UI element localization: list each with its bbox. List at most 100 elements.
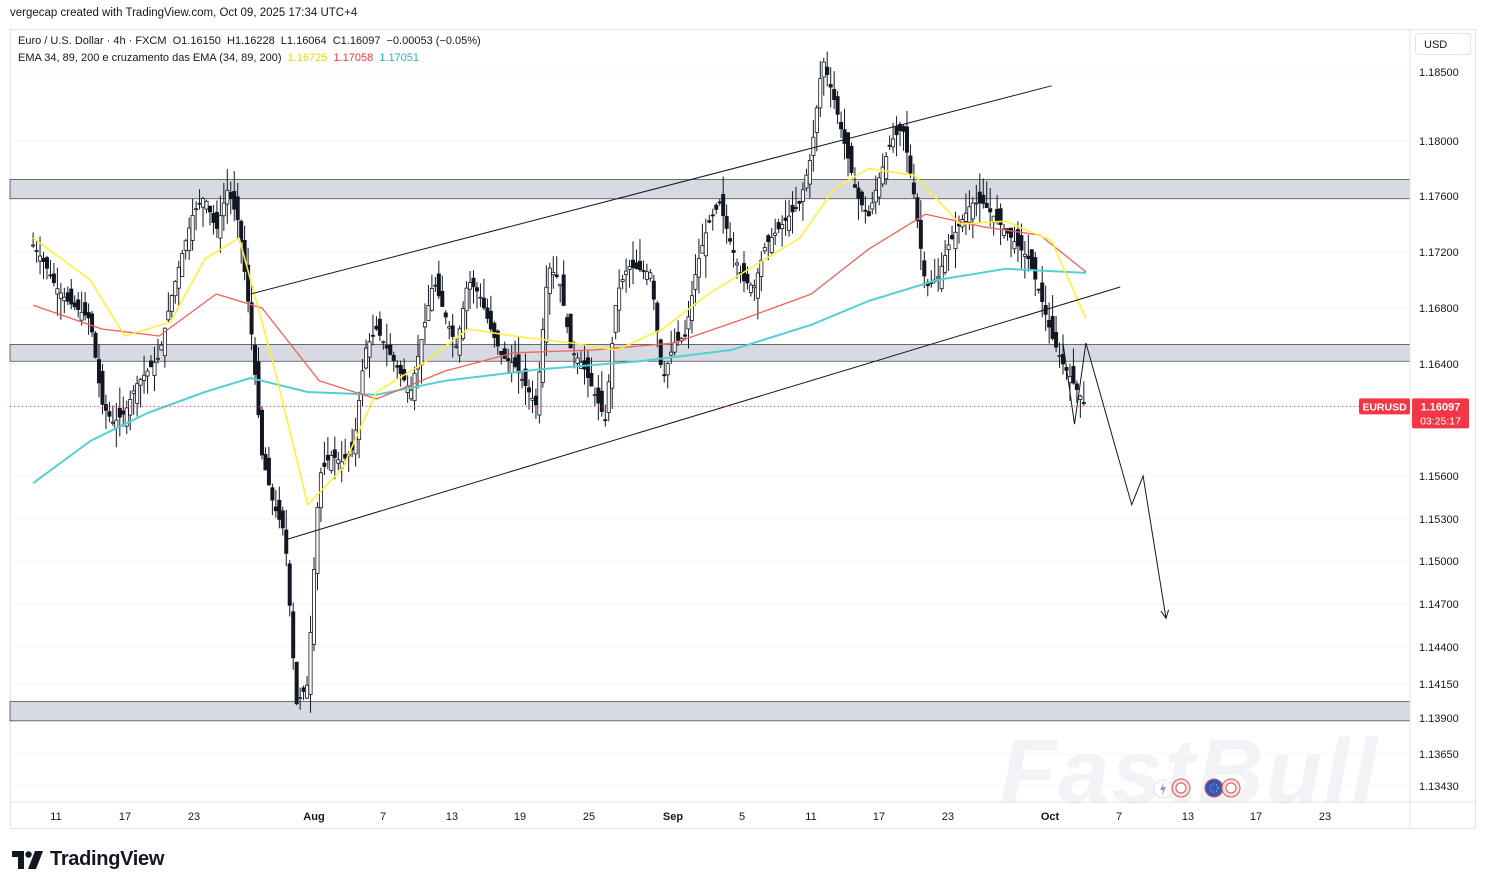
price-tick-5: 1.16400 <box>1419 359 1459 371</box>
candle-169 <box>617 269 622 333</box>
candle-body-207 <box>748 284 753 293</box>
candle-body-52 <box>211 213 216 223</box>
candle-255 <box>915 193 920 229</box>
candle-59 <box>235 182 240 239</box>
candle-84 <box>322 441 327 476</box>
candle-46 <box>190 198 195 251</box>
candle-body-25 <box>117 407 122 418</box>
candle-31 <box>138 377 143 408</box>
time-tick-12: 23 <box>942 811 954 823</box>
candle-body-37 <box>159 344 164 351</box>
candle-body-34 <box>149 360 154 368</box>
candle-132 <box>488 295 493 334</box>
candle-body-18 <box>93 332 98 358</box>
candle-body-144 <box>530 397 535 401</box>
candle-body-243 <box>873 189 878 203</box>
eu-flag-icon[interactable] <box>1204 778 1224 798</box>
candle-291 <box>1040 266 1045 318</box>
candle-body-157 <box>575 357 580 364</box>
candle-107 <box>402 358 407 382</box>
candle-body-41 <box>173 280 178 297</box>
candle-body-45 <box>187 227 192 252</box>
candle-body-197 <box>714 204 719 210</box>
candle-147 <box>540 317 545 388</box>
candle-41 <box>173 279 178 304</box>
candle-47 <box>194 201 199 231</box>
candle-14 <box>79 291 84 326</box>
candle-88 <box>336 451 341 471</box>
candle-28 <box>128 390 133 431</box>
candle-43 <box>180 249 185 277</box>
candle-body-149 <box>547 267 552 294</box>
candle-body-247 <box>887 144 892 147</box>
candle-body-193 <box>700 245 705 254</box>
candle-body-154 <box>565 317 570 328</box>
candle-body-265 <box>950 235 955 240</box>
candle-body-1 <box>34 250 39 252</box>
candle-76 <box>294 661 299 706</box>
candle-246 <box>884 151 889 185</box>
candle-54 <box>218 195 223 253</box>
candle-276 <box>988 188 993 227</box>
candle-126 <box>468 270 473 310</box>
candle-77 <box>298 687 303 710</box>
candle-body-22 <box>107 411 112 417</box>
candle-94 <box>357 391 362 459</box>
time-tick-0: 11 <box>50 811 61 823</box>
candle-51 <box>207 205 212 226</box>
us-flag-icon[interactable] <box>1171 778 1191 798</box>
candle-275 <box>984 181 989 209</box>
candle-body-290 <box>1036 288 1041 291</box>
candle-100 <box>377 311 382 341</box>
candle-153 <box>561 260 566 306</box>
candle-body-276 <box>988 208 993 213</box>
candle-body-156 <box>572 353 577 356</box>
candle-230 <box>828 67 833 108</box>
candle-body-239 <box>859 191 864 206</box>
candle-body-145 <box>533 395 538 406</box>
candle-body-105 <box>395 365 400 368</box>
indicator-legend[interactable]: EMA 34, 89, 200 e cruzamento das EMA (34… <box>18 52 422 64</box>
candle-body-78 <box>301 687 306 692</box>
candle-body-238 <box>856 187 861 199</box>
flash-event-icon[interactable] <box>1153 779 1173 799</box>
candle-body-231 <box>832 89 837 100</box>
symbol-legend[interactable]: Euro / U.S. Dollar · 4h · FXCM O1.16150 … <box>18 35 484 47</box>
candle-body-212 <box>766 235 771 243</box>
us-flag-icon-2[interactable] <box>1221 778 1241 798</box>
candle-body-269 <box>963 212 968 222</box>
candle-body-217 <box>783 217 788 221</box>
price-tick-3: 1.17200 <box>1419 247 1459 259</box>
candle-body-71 <box>277 499 282 520</box>
event-flags[interactable] <box>1152 776 1248 804</box>
candle-35 <box>152 346 157 392</box>
candle-209 <box>755 267 760 320</box>
candle-96 <box>364 339 369 370</box>
candle-body-152 <box>558 283 563 287</box>
candle-38 <box>162 327 167 368</box>
candle-body-214 <box>773 232 778 236</box>
candle-248 <box>891 122 896 153</box>
candle-262 <box>939 252 944 292</box>
candle-body-16 <box>86 312 91 319</box>
candle-18 <box>93 331 98 359</box>
candle-17 <box>90 310 95 337</box>
candle-body-27 <box>124 407 129 427</box>
candle-body-168 <box>613 305 618 333</box>
candle-body-38 <box>162 327 167 357</box>
candle-7 <box>55 267 60 316</box>
candle-195 <box>707 214 712 224</box>
footer-brand[interactable]: TradingView <box>12 848 164 871</box>
candle-body-120 <box>447 326 452 329</box>
currency-selector[interactable]: USD <box>1415 33 1471 55</box>
candle-181 <box>658 338 663 369</box>
candle-body-167 <box>610 343 615 389</box>
candle-201 <box>728 222 733 245</box>
candle-body-234 <box>842 129 847 144</box>
candle-83 <box>318 467 323 523</box>
candle-117 <box>436 260 441 300</box>
candle-222 <box>800 182 805 221</box>
candle-157 <box>575 352 580 375</box>
candle-224 <box>807 154 812 199</box>
